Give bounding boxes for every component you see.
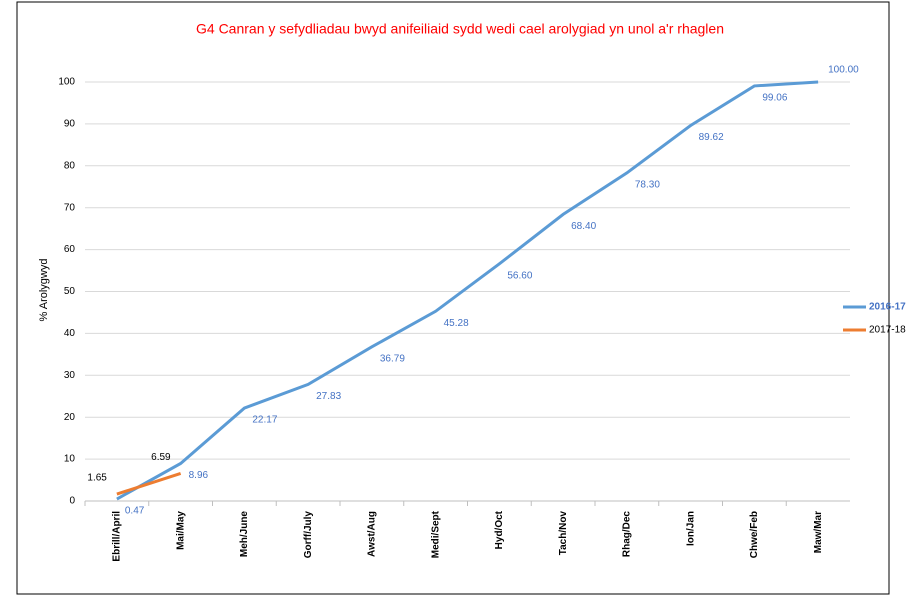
y-tick-label: 90 bbox=[64, 119, 76, 130]
x-tick-label: Medi/Sept bbox=[430, 510, 441, 558]
x-tick-label: Mai/May bbox=[175, 511, 186, 550]
x-tick-label: Awst/Aug bbox=[367, 511, 378, 557]
x-tick-label: Gorff/July bbox=[303, 511, 314, 559]
data-label: 89.62 bbox=[699, 132, 724, 143]
y-tick-label: 0 bbox=[69, 496, 75, 507]
x-tick-label: Meh/June bbox=[239, 511, 250, 558]
x-tick-label: Ion/Jan bbox=[685, 511, 696, 546]
x-tick-label: Hyd/Oct bbox=[494, 510, 505, 549]
y-tick-label: 100 bbox=[58, 77, 75, 88]
data-label: 22.17 bbox=[252, 415, 277, 426]
data-label: 27.83 bbox=[316, 391, 341, 402]
y-axis-label: % Arolygwyd bbox=[38, 259, 50, 322]
x-tick-label: Rhag/Dec bbox=[622, 511, 633, 558]
data-label: 56.60 bbox=[507, 270, 532, 281]
data-label: 100.00 bbox=[828, 65, 859, 76]
data-label: 6.59 bbox=[151, 452, 171, 463]
y-tick-label: 80 bbox=[64, 160, 76, 171]
data-label: 1.65 bbox=[87, 473, 107, 484]
y-tick-label: 30 bbox=[64, 370, 76, 381]
data-label: 8.96 bbox=[189, 470, 209, 481]
x-tick-label: Ebrill/April bbox=[112, 511, 123, 562]
data-label: 0.47 bbox=[125, 506, 145, 517]
y-tick-label: 40 bbox=[64, 328, 76, 339]
y-tick-label: 10 bbox=[64, 454, 76, 465]
data-label: 99.06 bbox=[762, 93, 787, 104]
data-label: 78.30 bbox=[635, 180, 660, 191]
x-tick-label: Maw/Mar bbox=[813, 511, 824, 553]
series-line bbox=[116, 80, 819, 501]
y-tick-label: 20 bbox=[64, 412, 76, 423]
legend-label: 2017-18 bbox=[869, 325, 906, 336]
data-label: 36.79 bbox=[380, 353, 405, 364]
series-line bbox=[116, 471, 182, 496]
legend-label: 2016-17 bbox=[869, 302, 906, 313]
x-tick-label: Chwe/Feb bbox=[749, 511, 760, 558]
chart-title: G4 Canran y sefydliadau bwyd anifeiliaid… bbox=[196, 21, 724, 37]
data-label: 45.28 bbox=[444, 318, 469, 329]
y-tick-label: 70 bbox=[64, 202, 76, 213]
data-label: 68.40 bbox=[571, 221, 596, 232]
x-tick-label: Tach/Nov bbox=[558, 511, 569, 556]
y-tick-label: 50 bbox=[64, 286, 76, 297]
chart-frame bbox=[16, 1, 890, 595]
y-tick-label: 60 bbox=[64, 244, 76, 255]
